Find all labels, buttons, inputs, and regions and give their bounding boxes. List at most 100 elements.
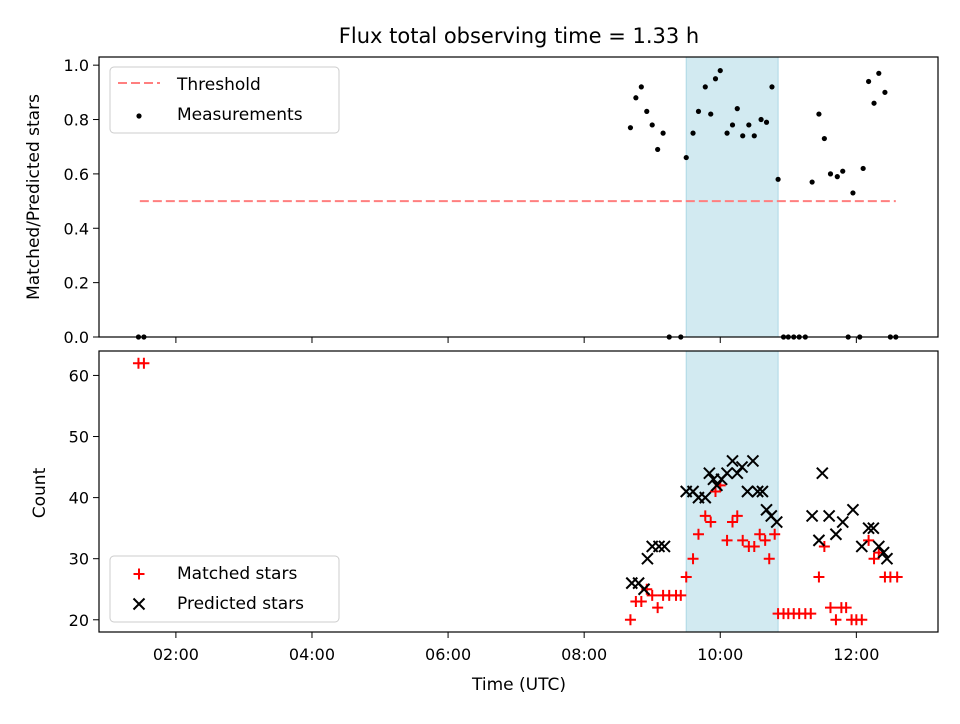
- bottom-legend-box: [109, 555, 340, 623]
- matched-star-point: [759, 534, 771, 546]
- measurement-point: [809, 179, 815, 185]
- x-axis-label: Time (UTC): [471, 675, 566, 695]
- x-tick-label: 06:00: [425, 645, 471, 664]
- matched-star-point: [813, 571, 825, 583]
- measurement-point: [683, 154, 689, 161]
- matched-star-point: [721, 534, 733, 546]
- legend-measurements-label: Measurements: [177, 105, 303, 125]
- top-y-tick-label: 0.8: [64, 111, 89, 130]
- top-y-tick-label: 0.6: [64, 165, 89, 184]
- bottom-legend: Matched stars Predicted stars: [109, 555, 340, 623]
- measurement-point: [775, 176, 781, 182]
- measurement-point: [740, 133, 746, 139]
- top-legend-box: [109, 66, 340, 134]
- x-tick-label: 04:00: [289, 645, 335, 664]
- x-tick-label: 10:00: [697, 645, 743, 664]
- predicted-star-point: [822, 509, 836, 523]
- chart-title: Flux total observing time = 1.33 h: [339, 24, 699, 48]
- top-y-tick-label: 0.4: [64, 219, 89, 238]
- top-panel-frame: [98, 56, 939, 338]
- bottom-observing-band: [685, 350, 779, 633]
- matched-star-point: [692, 528, 704, 540]
- legend-matched-swatch: [133, 568, 145, 580]
- predicted-star-point: [836, 515, 849, 529]
- predicted-star-point: [756, 485, 769, 498]
- measurement-point: [751, 133, 757, 139]
- measurement-point: [734, 106, 740, 112]
- measurement-point: [702, 84, 708, 90]
- measurement-point: [627, 125, 634, 131]
- matched-star-point: [748, 540, 760, 552]
- top-observing-band: [685, 56, 779, 338]
- x-tick-label: 08:00: [561, 645, 607, 664]
- predicted-star-point: [720, 466, 734, 480]
- measurement-point: [695, 108, 702, 114]
- top-y-tick-label: 1.0: [64, 56, 89, 75]
- matched-star-point: [652, 602, 664, 614]
- predicted-star-point: [829, 528, 843, 541]
- measurement-point: [816, 111, 822, 117]
- top-panel-y-axis-label: Matched/Predicted stars: [24, 94, 44, 300]
- predicted-star-point: [880, 552, 894, 565]
- bottom-y-tick-label: 20: [69, 611, 89, 630]
- predicted-star-point: [751, 485, 764, 498]
- bottom-panel: 20 30 40 50 60 02:00 04:00 06:00 08:00 10:00 12:00…: [69, 350, 939, 664]
- predicted-star-point: [805, 509, 819, 523]
- predicted-star-point: [658, 540, 671, 553]
- bottom-y-tick-label: 30: [69, 550, 89, 569]
- legend-predicted-label: Predicted stars: [177, 594, 304, 614]
- predicted-star-point: [699, 491, 712, 504]
- predicted-star-point: [641, 552, 654, 565]
- matched-star-point: [731, 510, 743, 522]
- matched-star-point: [824, 602, 836, 614]
- matched-star-point: [737, 534, 749, 546]
- predicted-star-point: [816, 466, 829, 480]
- matched-star-point: [675, 589, 687, 601]
- matched-star-point: [138, 357, 150, 369]
- matched-star-point: [818, 540, 830, 552]
- measurement-point: [840, 168, 846, 174]
- measurement-point: [712, 76, 719, 82]
- top-y-tick-label: 0.0: [64, 328, 89, 347]
- measurement-point: [871, 100, 877, 106]
- legend-measurements-swatch: [136, 113, 142, 119]
- top-panel: 0.0 0.2 0.4 0.6 0.8 1.0 Threshold Measurements: [64, 56, 939, 347]
- predicted-star-point: [746, 454, 760, 468]
- bottom-y-tick-label: 40: [69, 489, 89, 508]
- matched-star-point: [868, 553, 880, 565]
- bottom-y-tick-label: 60: [69, 366, 89, 385]
- measurement-point: [724, 130, 730, 136]
- measurement-point: [827, 171, 834, 177]
- measurement-point: [717, 67, 723, 74]
- matched-star-point: [863, 534, 875, 546]
- top-y-tick-label: 0.2: [64, 274, 89, 293]
- matched-star-point: [727, 516, 739, 528]
- measurement-point: [865, 78, 872, 85]
- x-tick-label: 02:00: [153, 645, 199, 664]
- legend-threshold-label: Threshold: [176, 75, 261, 95]
- bottom-panel-y-axis-label: Count: [30, 467, 50, 518]
- matched-star-point: [805, 608, 817, 620]
- measurement-point: [660, 130, 666, 136]
- measurement-point: [746, 122, 752, 128]
- predicted-star-point: [867, 521, 880, 535]
- legend-matched-label: Matched stars: [177, 564, 297, 584]
- predicted-star-point: [812, 534, 826, 547]
- matched-star-point: [699, 510, 711, 522]
- top-legend: Threshold Measurements: [109, 66, 340, 134]
- measurement-point: [655, 146, 661, 153]
- matched-star-point: [891, 571, 903, 583]
- measurement-point: [649, 122, 655, 128]
- measurement-point: [882, 89, 888, 95]
- legend-predicted-swatch: [132, 597, 146, 611]
- predicted-star-point: [877, 546, 890, 559]
- measurement-point: [821, 135, 827, 142]
- matched-star-point: [856, 614, 868, 626]
- measurement-point: [763, 119, 770, 125]
- matched-star-point: [763, 553, 775, 565]
- x-tick-label: 12:00: [833, 645, 879, 664]
- predicted-star-point: [741, 485, 754, 498]
- measurement-point: [834, 174, 840, 180]
- measurement-point: [638, 84, 644, 90]
- matched-star-point: [635, 595, 647, 607]
